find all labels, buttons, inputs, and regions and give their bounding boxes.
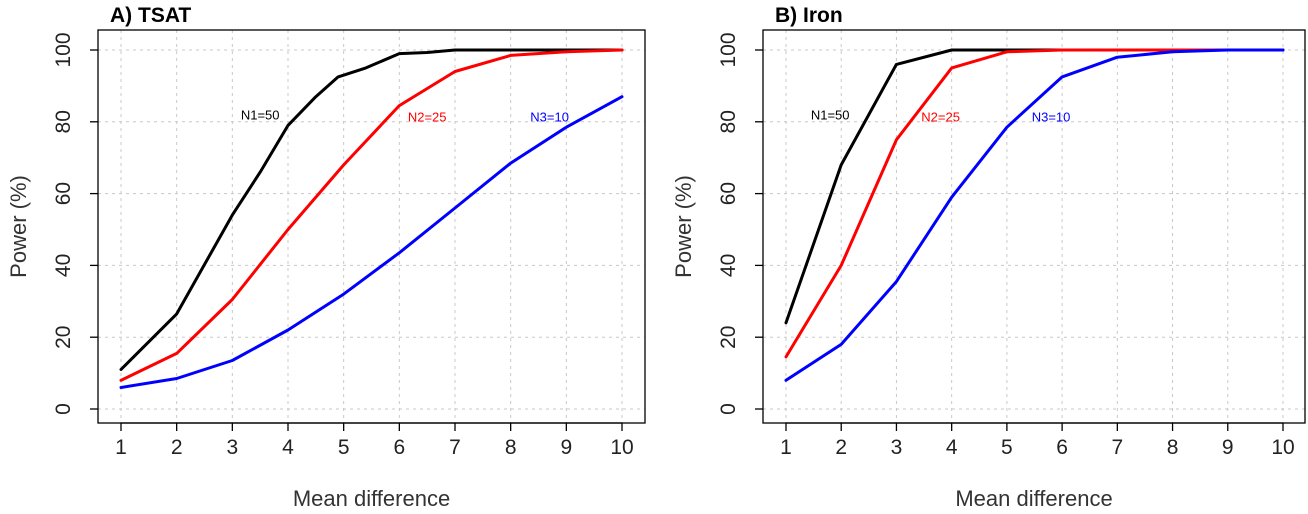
x-tick-label: 10 (610, 436, 633, 459)
x-tick-label: 1 (780, 436, 792, 459)
x-tick-label: 7 (1111, 436, 1123, 459)
y-tick-label: 60 (52, 182, 75, 205)
x-tick-label: 4 (946, 436, 958, 459)
x-tick-label: 6 (393, 436, 405, 459)
series-line-n2-25 (119, 48, 624, 382)
series-line-n1-50 (119, 48, 624, 371)
series-line-n3-10 (119, 95, 624, 389)
x-tick-label: 9 (560, 436, 572, 459)
x-tick-label: 10 (1271, 436, 1294, 459)
x-axis-title: Mean difference (293, 486, 450, 511)
series-line-n2-25 (784, 48, 1285, 359)
x-tick-label: 5 (338, 436, 350, 459)
x-tick-label: 3 (226, 436, 238, 459)
x-tick-label: 2 (171, 436, 183, 459)
series-label: N1=50 (811, 108, 850, 123)
y-tick-label: 0 (52, 403, 75, 415)
y-tick-label: 100 (52, 32, 75, 67)
series-label: N3=10 (1032, 109, 1071, 124)
x-tick-label: 6 (1056, 436, 1068, 459)
x-tick-label: 7 (449, 436, 461, 459)
x-tick-label: 4 (282, 436, 294, 459)
series-line-n1-50 (784, 48, 1285, 325)
y-tick-label: 20 (717, 326, 740, 349)
x-tick-label: 1 (115, 436, 127, 459)
panel-title: B) Iron (775, 4, 843, 27)
y-tick-label: 20 (52, 326, 75, 349)
x-axis-title: Mean difference (955, 486, 1112, 511)
y-tick-label: 0 (717, 403, 740, 415)
y-tick-label: 80 (52, 110, 75, 133)
panel-title: A) TSAT (110, 4, 191, 27)
y-tick-label: 40 (717, 254, 740, 277)
x-tick-label: 2 (835, 436, 847, 459)
plot-area (97, 29, 646, 424)
series-label: N2=25 (408, 109, 447, 124)
x-tick-label: 8 (1167, 436, 1179, 459)
x-tick-label: 3 (891, 436, 903, 459)
y-tick-label: 100 (717, 32, 740, 67)
x-tick-label: 9 (1222, 436, 1234, 459)
series-line-n3-10 (784, 48, 1285, 382)
plot-area (762, 29, 1306, 424)
y-axis-title: Power (%) (671, 175, 696, 278)
series-label: N3=10 (530, 109, 569, 124)
series-label: N2=25 (921, 109, 960, 124)
y-tick-label: 40 (52, 254, 75, 277)
y-axis-title: Power (%) (6, 175, 31, 278)
x-tick-label: 8 (505, 436, 517, 459)
x-tick-label: 5 (1001, 436, 1013, 459)
y-tick-label: 80 (717, 110, 740, 133)
y-tick-label: 60 (717, 182, 740, 205)
series-label: N1=50 (241, 108, 280, 123)
